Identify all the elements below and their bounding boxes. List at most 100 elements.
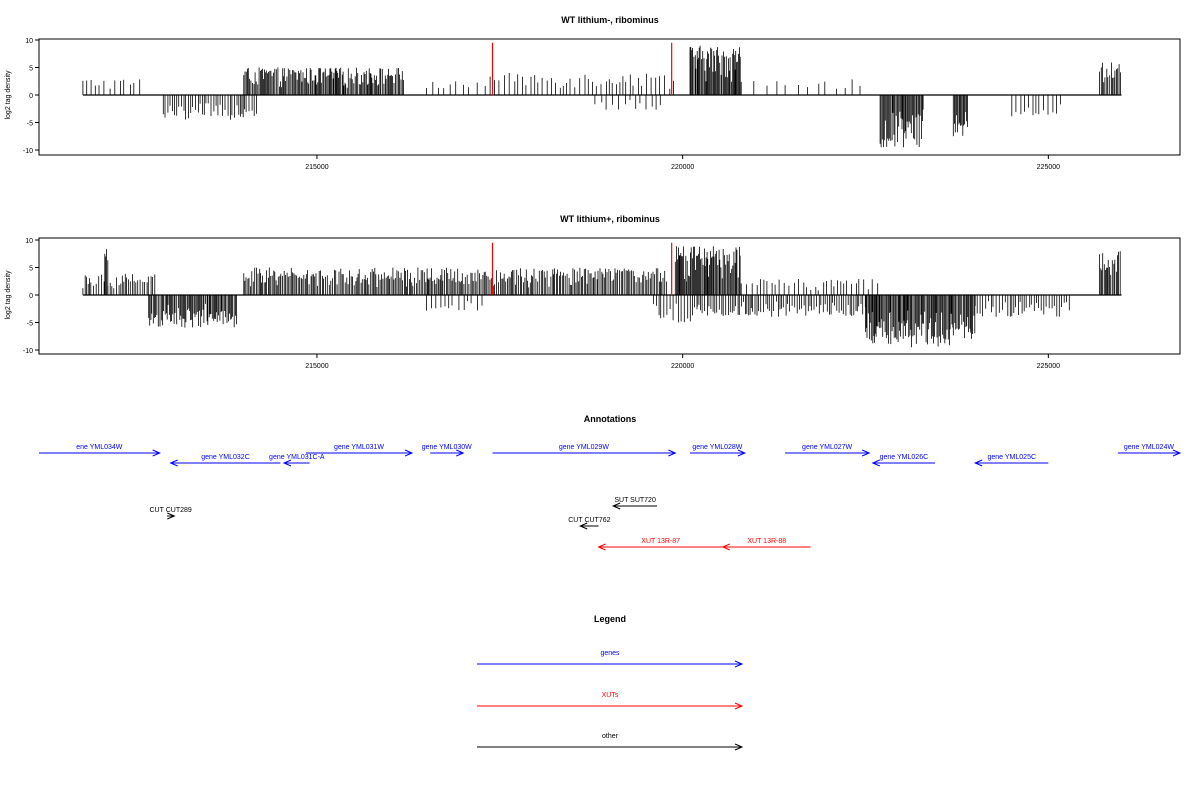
- x-tick-label: 215000: [305, 363, 328, 370]
- track-panel-1: WT lithium-, ribominus log2 tag density …: [5, 15, 1181, 171]
- annotation-arrowhead: [167, 512, 176, 520]
- panel-1-ylabel: log2 tag density: [5, 70, 12, 120]
- annotation-arrowhead: [611, 502, 621, 510]
- bar-segment: [243, 267, 667, 295]
- y-tick-label: 5: [29, 266, 33, 273]
- annotation-arrowhead: [282, 459, 292, 467]
- bar-segment: [1099, 62, 1121, 95]
- x-tick-label: 225000: [1037, 363, 1060, 370]
- bar-segment: [162, 95, 258, 120]
- bar-segment: [1011, 95, 1061, 117]
- bar-segment: [879, 95, 924, 148]
- bar-segment: [674, 246, 741, 295]
- y-tick-label: 0: [29, 93, 33, 100]
- annotation-label: CUT CUT762: [568, 517, 610, 524]
- annotation-label: gene YML027W: [802, 444, 852, 451]
- legend-arrowhead: [734, 743, 744, 751]
- y-tick-label: 5: [29, 66, 33, 73]
- x-tick-label: 220000: [671, 363, 694, 370]
- annotation-label: gene YML031C-A: [269, 454, 325, 461]
- legend-title: Legend: [594, 614, 626, 624]
- panel-2-ylabel: log2 tag density: [5, 270, 12, 320]
- bar-segment: [1099, 251, 1121, 295]
- panel-2-y-axis: -10 -5 0 5 10: [23, 238, 39, 355]
- annotation-arrowhead: [404, 449, 414, 457]
- annotation-item: gene YML029W: [492, 444, 677, 457]
- annotation-item: gene YML026C: [871, 454, 935, 467]
- bar-segment: [974, 295, 1070, 317]
- x-tick-label: 215000: [305, 164, 328, 171]
- annotation-label: gene YML028W: [692, 444, 742, 451]
- bar-segment: [952, 295, 976, 339]
- annotation-item: SUT SUT720: [611, 497, 658, 510]
- panel-1-markers: [491, 42, 673, 95]
- annotation-label: gene YML031W: [334, 444, 384, 451]
- bar-segment: [484, 73, 674, 95]
- annotation-label: SUT SUT720: [614, 497, 656, 504]
- annotation-item: XUT 13R-87: [597, 538, 723, 551]
- x-tick-label: 225000: [1037, 164, 1060, 171]
- annotation-label: gene YML032C: [201, 454, 250, 461]
- annotation-item: gene YML025C: [973, 454, 1049, 467]
- annotation-items: ene YML034W gene YML032C gene YML031C-A gen…: [39, 444, 1182, 551]
- panel-1-x-axis: 215000 220000 225000: [305, 155, 1060, 171]
- annotations-title: Annotations: [584, 414, 637, 424]
- legend-panel: Legend genes XUTs other: [477, 614, 744, 751]
- bar-segment: [82, 79, 141, 95]
- panel-1-y-axis: -10 -5 0 5 10: [23, 38, 39, 155]
- annotation-label: gene YML026C: [880, 454, 929, 461]
- annotation-arrowhead: [737, 449, 747, 457]
- panel-2-markers: [491, 242, 673, 295]
- annotation-item: gene YML028W: [689, 444, 747, 457]
- panel-2-x-axis: 215000 220000 225000: [305, 354, 1060, 370]
- panel-2-bars: [82, 246, 1122, 348]
- annotation-arrowhead: [871, 459, 881, 467]
- annotation-label: ene YML034W: [76, 444, 123, 451]
- bar-segment: [740, 279, 879, 295]
- legend-items: genes XUTs other: [477, 650, 744, 751]
- legend-label: genes: [600, 650, 620, 657]
- panel-1-frame: [38, 38, 1181, 156]
- panel-1-title: WT lithium-, ribominus: [561, 15, 659, 25]
- annotation-arrowhead: [973, 459, 983, 467]
- annotation-arrowhead: [597, 543, 606, 551]
- annotation-item: gene YML031C-A: [269, 454, 325, 467]
- legend-arrowhead: [734, 660, 744, 668]
- bar-segment: [148, 295, 237, 328]
- panel-1-bars: [82, 45, 1122, 148]
- y-tick-label: -5: [27, 321, 33, 328]
- legend-arrowhead: [734, 702, 744, 710]
- y-tick-label: -10: [23, 348, 33, 355]
- annotation-label: gene YML025C: [988, 454, 1037, 461]
- bar-segment: [426, 295, 483, 311]
- annotation-item: gene YML031W: [305, 444, 414, 457]
- legend-label: XUTs: [602, 692, 619, 699]
- annotation-arrowhead: [861, 449, 871, 457]
- annotation-item: gene YML027W: [785, 444, 871, 457]
- bar-segment: [689, 45, 741, 95]
- annotation-arrowhead: [152, 449, 161, 457]
- y-tick-label: 0: [29, 293, 33, 300]
- bar-segment: [653, 295, 698, 323]
- x-tick-label: 220000: [671, 164, 694, 171]
- annotation-label: gene YML030W: [422, 444, 472, 451]
- track-panel-2: WT lithium+, ribominus log2 tag density …: [5, 214, 1181, 370]
- bar-segment: [82, 273, 156, 295]
- annotations-panel: Annotations ene YML034W gene YML032C gene …: [39, 414, 1182, 551]
- annotation-arrowhead: [578, 522, 588, 530]
- annotation-item: gene YML030W: [422, 444, 472, 457]
- y-tick-label: -10: [23, 148, 33, 155]
- annotation-item: gene YML024W: [1117, 444, 1182, 457]
- bar-segment: [696, 295, 866, 317]
- annotation-arrowhead: [169, 459, 178, 467]
- bar-segment: [243, 67, 405, 95]
- annotation-item: CUT CUT289: [150, 507, 192, 520]
- annotation-arrowhead: [721, 543, 731, 551]
- legend-entry: other: [477, 733, 744, 751]
- bar-segment: [865, 295, 954, 348]
- annotation-item: CUT CUT762: [568, 517, 611, 530]
- bar-segment: [426, 81, 478, 95]
- bar-segment: [952, 95, 968, 137]
- bar-segment: [594, 95, 661, 110]
